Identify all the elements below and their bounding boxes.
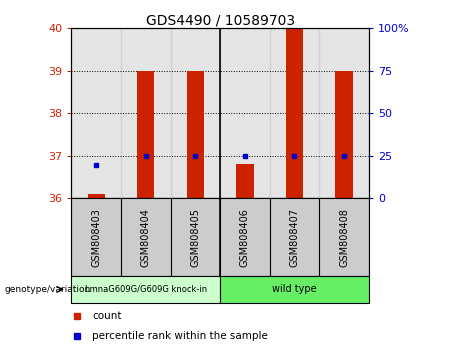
Bar xyxy=(71,28,121,198)
Bar xyxy=(270,28,319,198)
Text: GSM808408: GSM808408 xyxy=(339,208,349,267)
Text: GSM808407: GSM808407 xyxy=(290,208,300,267)
Text: LmnaG609G/G609G knock-in: LmnaG609G/G609G knock-in xyxy=(85,285,207,294)
Title: GDS4490 / 10589703: GDS4490 / 10589703 xyxy=(146,13,295,27)
Text: GSM808404: GSM808404 xyxy=(141,208,151,267)
Bar xyxy=(220,28,270,198)
FancyBboxPatch shape xyxy=(220,276,369,303)
Text: count: count xyxy=(92,310,122,321)
FancyBboxPatch shape xyxy=(71,276,220,303)
Text: GSM808405: GSM808405 xyxy=(190,208,201,267)
Bar xyxy=(187,71,204,198)
Text: genotype/variation: genotype/variation xyxy=(5,285,91,294)
Bar xyxy=(286,28,303,198)
Bar xyxy=(88,194,105,198)
Bar xyxy=(137,71,154,198)
Bar xyxy=(171,28,220,198)
Bar xyxy=(335,71,353,198)
Bar xyxy=(121,28,171,198)
Bar xyxy=(236,164,254,198)
Bar xyxy=(319,28,369,198)
Text: GSM808403: GSM808403 xyxy=(91,208,101,267)
Text: wild type: wild type xyxy=(272,284,317,295)
Text: percentile rank within the sample: percentile rank within the sample xyxy=(92,331,268,341)
Text: GSM808406: GSM808406 xyxy=(240,208,250,267)
